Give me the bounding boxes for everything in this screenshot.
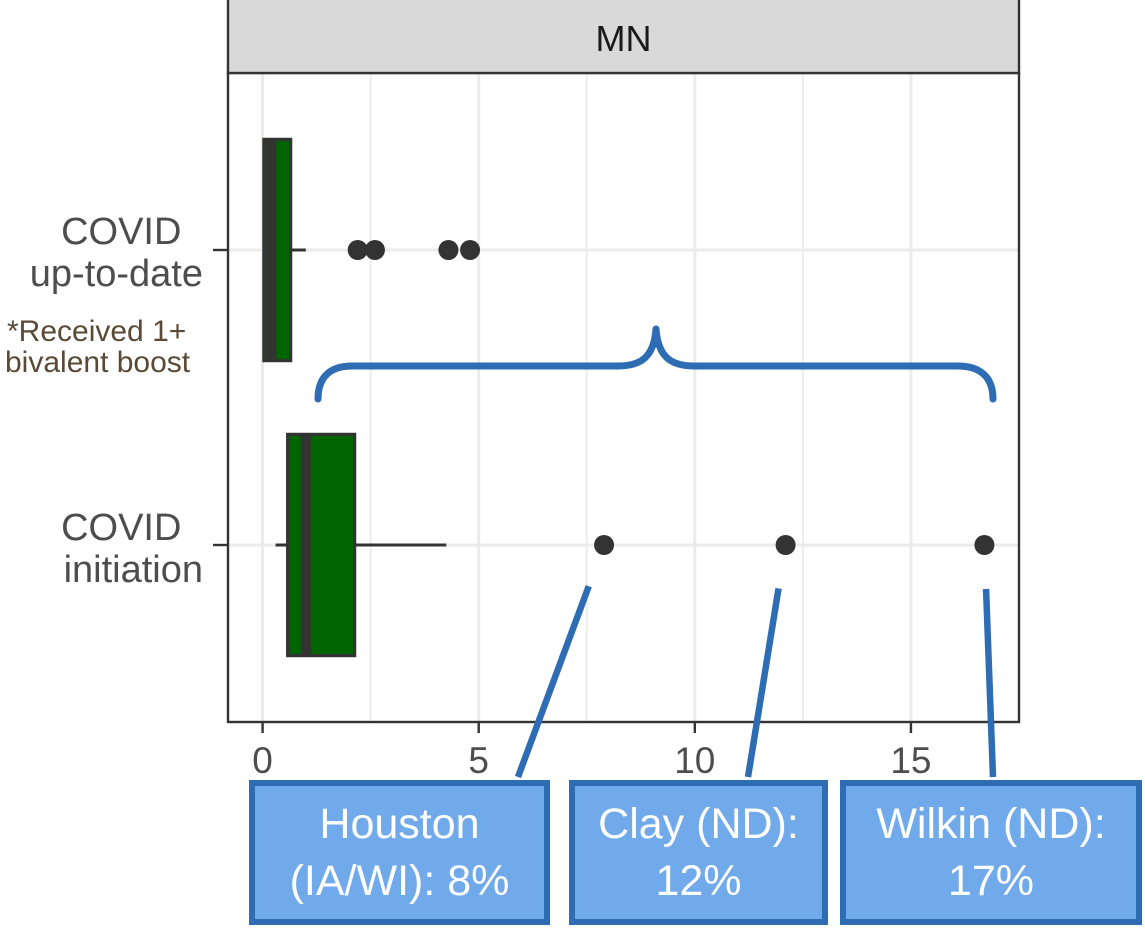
y-tick-label-covid-up-to-date: COVID up-to-date	[30, 211, 203, 295]
x-tick-label: 10	[674, 740, 715, 781]
note-line: *Received 1+	[7, 315, 186, 348]
outlier-point	[974, 535, 995, 555]
callout-connector-line	[744, 587, 782, 778]
panel-background	[228, 73, 1019, 722]
callout-text-line: 12%	[655, 856, 742, 905]
callout-connectors	[514, 585, 997, 779]
callout-text-line: 17%	[947, 856, 1035, 905]
y-tick-label-line: COVID	[61, 507, 181, 549]
boxplot-covid-up-to-date	[262, 137, 481, 363]
outlier-point	[438, 240, 459, 260]
callout-houston: Houston (IA/WI): 8%	[249, 780, 550, 925]
boxplot-covid-initiation	[275, 432, 995, 658]
outlier-point	[460, 240, 481, 260]
axes: 0 5 10 15	[213, 248, 932, 781]
x-tick-label: 15	[890, 740, 931, 781]
outlier-point	[594, 535, 615, 555]
curly-brace	[314, 325, 997, 403]
callout-connector-line	[514, 585, 592, 779]
strip-label: MN	[596, 18, 652, 59]
y-tick-label-line: COVID	[61, 211, 181, 253]
callout-text-line: (IA/WI): 8%	[289, 856, 510, 905]
callout-text-line: Clay (ND):	[598, 799, 799, 848]
callout-clay: Clay (ND): 12%	[569, 780, 828, 925]
callout-text-line: Houston	[319, 799, 480, 848]
y-tick-label-covid-initiation: COVID initiation	[61, 507, 203, 591]
callout-connector-line	[982, 588, 997, 778]
y-tick-label-line: up-to-date	[30, 253, 203, 295]
box-marks	[262, 137, 995, 658]
footnote-note: *Received 1+ bivalent boost	[5, 315, 195, 379]
outlier-point	[347, 240, 368, 260]
outlier-point	[775, 535, 796, 555]
callout-wilkin: Wilkin (ND): 17%	[840, 780, 1142, 925]
facet-strip: MN	[226, 0, 1021, 75]
outlier-point	[364, 240, 385, 260]
x-tick-label: 5	[468, 740, 489, 781]
note-line: bivalent boost	[5, 346, 191, 379]
callout-text-line: Wilkin (ND):	[876, 799, 1106, 848]
x-tick-label: 0	[252, 740, 273, 781]
iqr-box	[286, 432, 357, 658]
y-tick-label-line: initiation	[64, 549, 203, 591]
strip-background	[226, 0, 1021, 75]
